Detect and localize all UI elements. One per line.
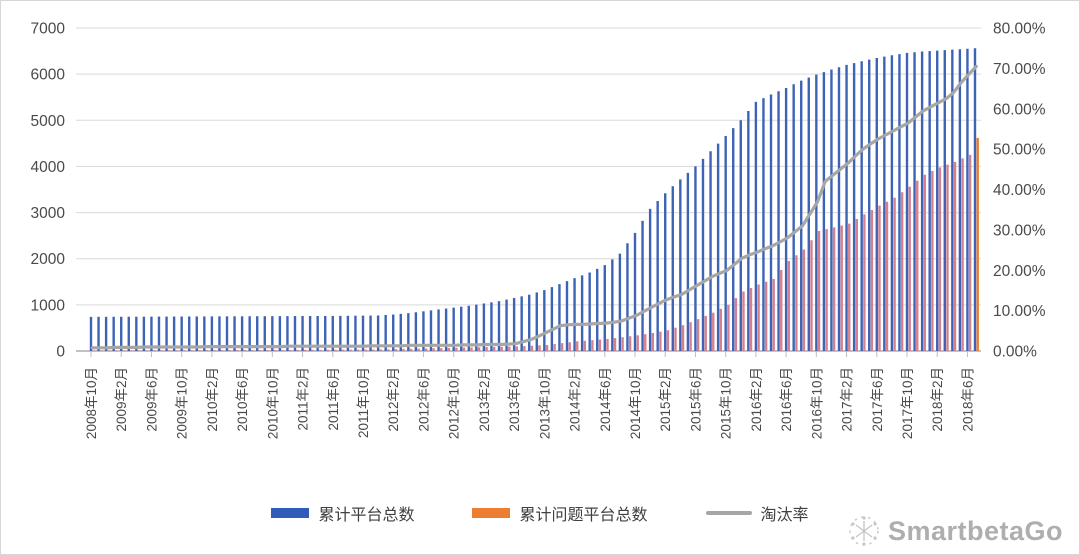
y-axis-tick-left: 4000 <box>31 159 66 176</box>
x-axis-tick-label: 2009年10月 <box>175 367 190 439</box>
x-axis-tick-label: 2013年2月 <box>477 367 492 432</box>
elimination-rate-line <box>90 64 978 350</box>
y-axis-tick-left: 6000 <box>31 67 66 84</box>
x-axis-tick-label: 2012年2月 <box>386 367 401 432</box>
x-axis-tick-label: 2012年6月 <box>416 367 431 432</box>
y-axis-tick-left: 5000 <box>31 113 66 130</box>
y-axis-tick-left: 3000 <box>31 205 66 222</box>
x-axis-tick-label: 2015年10月 <box>719 367 734 439</box>
x-axis-tick-label: 2018年6月 <box>960 367 975 432</box>
x-axis-tick-label: 2009年6月 <box>144 367 159 432</box>
y-axis-tick-right: 30.00% <box>993 222 1046 239</box>
watermark: SmartbetaGo <box>846 513 1063 549</box>
y-axis-tick-right: 50.00% <box>993 142 1046 159</box>
x-axis-tick-label: 2017年2月 <box>840 367 855 432</box>
legend-label-elimination-rate: 淘汰率 <box>760 507 809 524</box>
x-axis-tick-label: 2017年6月 <box>870 367 885 432</box>
x-axis-tick-label: 2011年10月 <box>356 367 371 438</box>
y-axis-tick-right: 10.00% <box>993 303 1046 320</box>
y-axis-tick-right: 0.00% <box>993 344 1037 361</box>
legend-item-problem-platforms: 累计问题平台总数 <box>472 501 648 525</box>
legend-label-problem-platforms: 累计问题平台总数 <box>519 507 648 524</box>
x-axis-tick-label: 2014年10月 <box>628 367 643 439</box>
x-axis-tick-label: 2015年2月 <box>658 367 673 432</box>
x-axis-tick-label: 2018年2月 <box>930 367 945 432</box>
y-axis-tick-left: 0 <box>56 344 65 361</box>
x-axis-tick-label: 2014年6月 <box>598 367 613 432</box>
y-axis-tick-right: 20.00% <box>993 263 1046 280</box>
x-axis-tick-label: 2008年10月 <box>84 367 99 439</box>
x-axis-tick-label: 2010年10月 <box>265 367 280 439</box>
y-axis-tick-right: 40.00% <box>993 182 1046 199</box>
snowflake-logo-icon <box>849 516 879 546</box>
combo-chart: 0 1000 2000 3000 4000 5000 6000 7000 0.00% 10.00%… <box>31 21 1046 440</box>
x-axis-tick-label: 2017年10月 <box>900 367 915 439</box>
x-axis-tick-label: 2016年6月 <box>779 367 794 432</box>
x-axis-tick-label: 2011年2月 <box>296 367 311 431</box>
x-axis-tick-label: 2016年2月 <box>749 367 764 432</box>
x-axis-tick-label: 2016年10月 <box>809 367 824 439</box>
x-axis-tick-label: 2015年6月 <box>688 367 703 432</box>
y-axis-tick-right: 60.00% <box>993 101 1046 118</box>
x-axis-tick-label: 2014年2月 <box>568 367 583 432</box>
legend-swatch-total-platforms <box>271 508 310 518</box>
y-axis-tick-right: 70.00% <box>993 61 1046 78</box>
legend-item-total-platforms: 累计平台总数 <box>271 501 414 525</box>
legend-swatch-elimination-rate <box>705 511 752 515</box>
watermark-text: SmartbetaGo <box>887 515 1063 546</box>
x-axis-tick-label: 2010年2月 <box>205 367 220 432</box>
x-axis-tick-label: 2009年2月 <box>114 367 129 432</box>
x-axis-tick-label: 2013年6月 <box>507 367 522 432</box>
legend-item-elimination-rate: 淘汰率 <box>705 501 809 525</box>
y-axis-tick-left: 1000 <box>31 297 66 314</box>
y-axis-tick-left: 7000 <box>31 21 66 38</box>
x-axis-tick-label: 2013年10月 <box>537 367 552 439</box>
y-axis-tick-left: 2000 <box>31 251 66 268</box>
chart-legend: 累计平台总数 累计问题平台总数 淘汰率 <box>1 501 1079 525</box>
x-axis-tick-label: 2011年6月 <box>326 367 341 431</box>
x-axis-tick-label: 2010年6月 <box>235 367 250 432</box>
x-axis-tick-label: 2012年10月 <box>447 367 462 439</box>
y-axis-tick-right: 80.00% <box>993 21 1046 38</box>
legend-swatch-problem-platforms <box>472 508 511 518</box>
legend-label-total-platforms: 累计平台总数 <box>318 507 415 524</box>
